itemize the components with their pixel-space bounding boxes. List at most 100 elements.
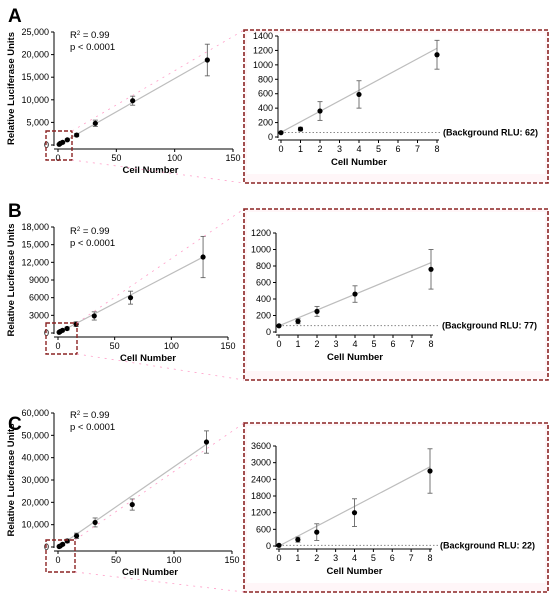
r-squared-value: = 0.99 [80,410,109,421]
r-squared-prefix: R [70,30,77,41]
data-point [64,538,70,544]
zoom-region-box [45,130,73,161]
inset-C: 0 600 1200 1800 2400 3000 3600 0 1 2 3 4 5 6 7 8 Cell Nu… [243,422,549,593]
r-squared-exponent: 2 [77,411,81,417]
zoom-region-box [45,322,78,355]
inset-x-tick-label: 6 [395,144,400,154]
data-point [129,501,135,508]
inset-y-tick-label: 1800 [251,491,271,501]
p-value-label: p < 0.0001 [70,238,115,249]
x-tick-label: 100 [166,555,181,565]
inset-plot-background [247,212,545,371]
inset-plot-background [247,426,545,583]
zoom-connector [71,29,245,132]
inset-x-tick-label: 0 [278,144,283,154]
inset-data-point [356,91,362,98]
panel-C: C 0 10,000 20,000 30,000 40,000 50,000 60,000 0 5… [6,408,549,593]
y-tick-label: 9000 [29,275,49,285]
inset-data-point [314,529,320,535]
inset-y-tick-label: 400 [258,103,273,113]
inset-y-tick-label: 3000 [251,458,271,468]
inset-y-tick-label: 1000 [251,245,271,255]
zoom-connector [71,159,245,184]
r-squared-exponent: 2 [77,31,81,37]
inset-data-point [314,308,320,314]
inset-x-tick-label: 7 [409,339,414,349]
inset-x-tick-label: 8 [427,553,432,563]
y-tick-label: 10,000 [21,95,49,105]
inset-y-tick-label: 1200 [251,228,271,238]
inset-x-tick-label: 6 [390,553,395,563]
inset-y-tick-label: 1200 [251,508,271,518]
r-squared-prefix: R [70,410,77,421]
r-squared-label: R2 = 0.99 [70,226,110,237]
inset-x-tick-label: 7 [415,144,420,154]
inset-x-tick-label: 4 [356,144,361,154]
inset-data-point [351,510,358,516]
inset-x-tick-label: 5 [371,553,376,563]
x-tick-label: 0 [55,341,60,351]
x-tick-label: 150 [224,555,239,565]
inset-A: 0 200 400 600 800 1000 1200 1400 0 1 2 3 4 5 6 7 8 Cell N… [243,29,549,184]
y-axis-label: Relative Luciferase Units [6,424,17,537]
inset-x-axis-label: Cell Number [331,157,387,168]
y-tick-label: 60,000 [21,408,49,418]
inset-x-tick-label: 5 [376,144,381,154]
y-tick-label: 6000 [29,293,49,303]
inset-y-tick-label: 3600 [251,441,271,451]
r-squared-label: R2 = 0.99 [70,30,110,41]
background-rlu-label: (Background RLU: 22) [440,540,535,550]
inset-x-tick-label: 1 [295,339,300,349]
r-squared-value: = 0.99 [80,226,109,237]
panel-letter: A [8,6,22,27]
panel-letter: C [8,414,22,435]
y-tick-label: 3000 [29,310,49,320]
inset-x-tick-label: 4 [352,339,357,349]
inset-x-tick-label: 1 [298,144,303,154]
x-tick-label: 0 [55,555,60,565]
inset-x-tick-label: 2 [314,553,319,563]
r-squared-prefix: R [70,226,77,237]
p-value-label: p < 0.0001 [70,422,115,433]
zoom-region-box [45,539,76,573]
inset-y-tick-label: 600 [256,278,271,288]
x-axis-label: Cell Number [122,567,178,578]
r-squared-label: R2 = 0.99 [70,410,110,421]
data-point [200,254,206,260]
y-tick-label: 15,000 [21,240,49,250]
x-axis-label: Cell Number [120,353,176,364]
inset-data-point [317,108,323,114]
data-point [130,98,136,104]
inset-x-tick-label: 3 [337,144,342,154]
y-tick-label: 40,000 [21,453,49,463]
inset-x-tick-label: 8 [428,339,433,349]
panel-letter: B [8,201,22,222]
inset-x-axis-label: Cell Number [327,566,383,577]
zoom-connector [76,208,245,324]
inset-data-point [276,323,282,329]
x-axis-label: Cell Number [123,165,179,176]
x-tick-label: 100 [167,153,182,163]
inset-y-tick-label: 1200 [253,45,273,55]
inset-y-tick-label: 0 [268,132,273,142]
inset-data-point [427,468,433,474]
inset-x-tick-label: 5 [371,339,376,349]
inset-y-tick-label: 200 [256,311,271,321]
inset-y-tick-label: 600 [256,524,271,534]
y-tick-label: 5,000 [26,117,49,127]
zoom-connector [76,353,245,381]
y-tick-label: 12,000 [21,257,49,267]
data-point [60,139,66,145]
inset-x-tick-label: 3 [333,553,338,563]
r-squared-exponent: 2 [77,227,81,233]
y-tick-label: 15,000 [21,72,49,82]
x-tick-label: 150 [225,153,240,163]
inset-y-tick-label: 400 [256,294,271,304]
inset-x-tick-label: 1 [295,553,300,563]
inset-data-point [434,52,440,58]
inset-data-point [276,542,282,548]
inset-data-point [352,291,358,297]
inset-B: 0 200 400 600 800 1000 1200 0 1 2 3 4 5 6 7 8 Cell Numbe… [243,208,549,381]
inset-x-axis-label: Cell Number [327,352,383,363]
y-tick-label: 30,000 [21,475,49,485]
